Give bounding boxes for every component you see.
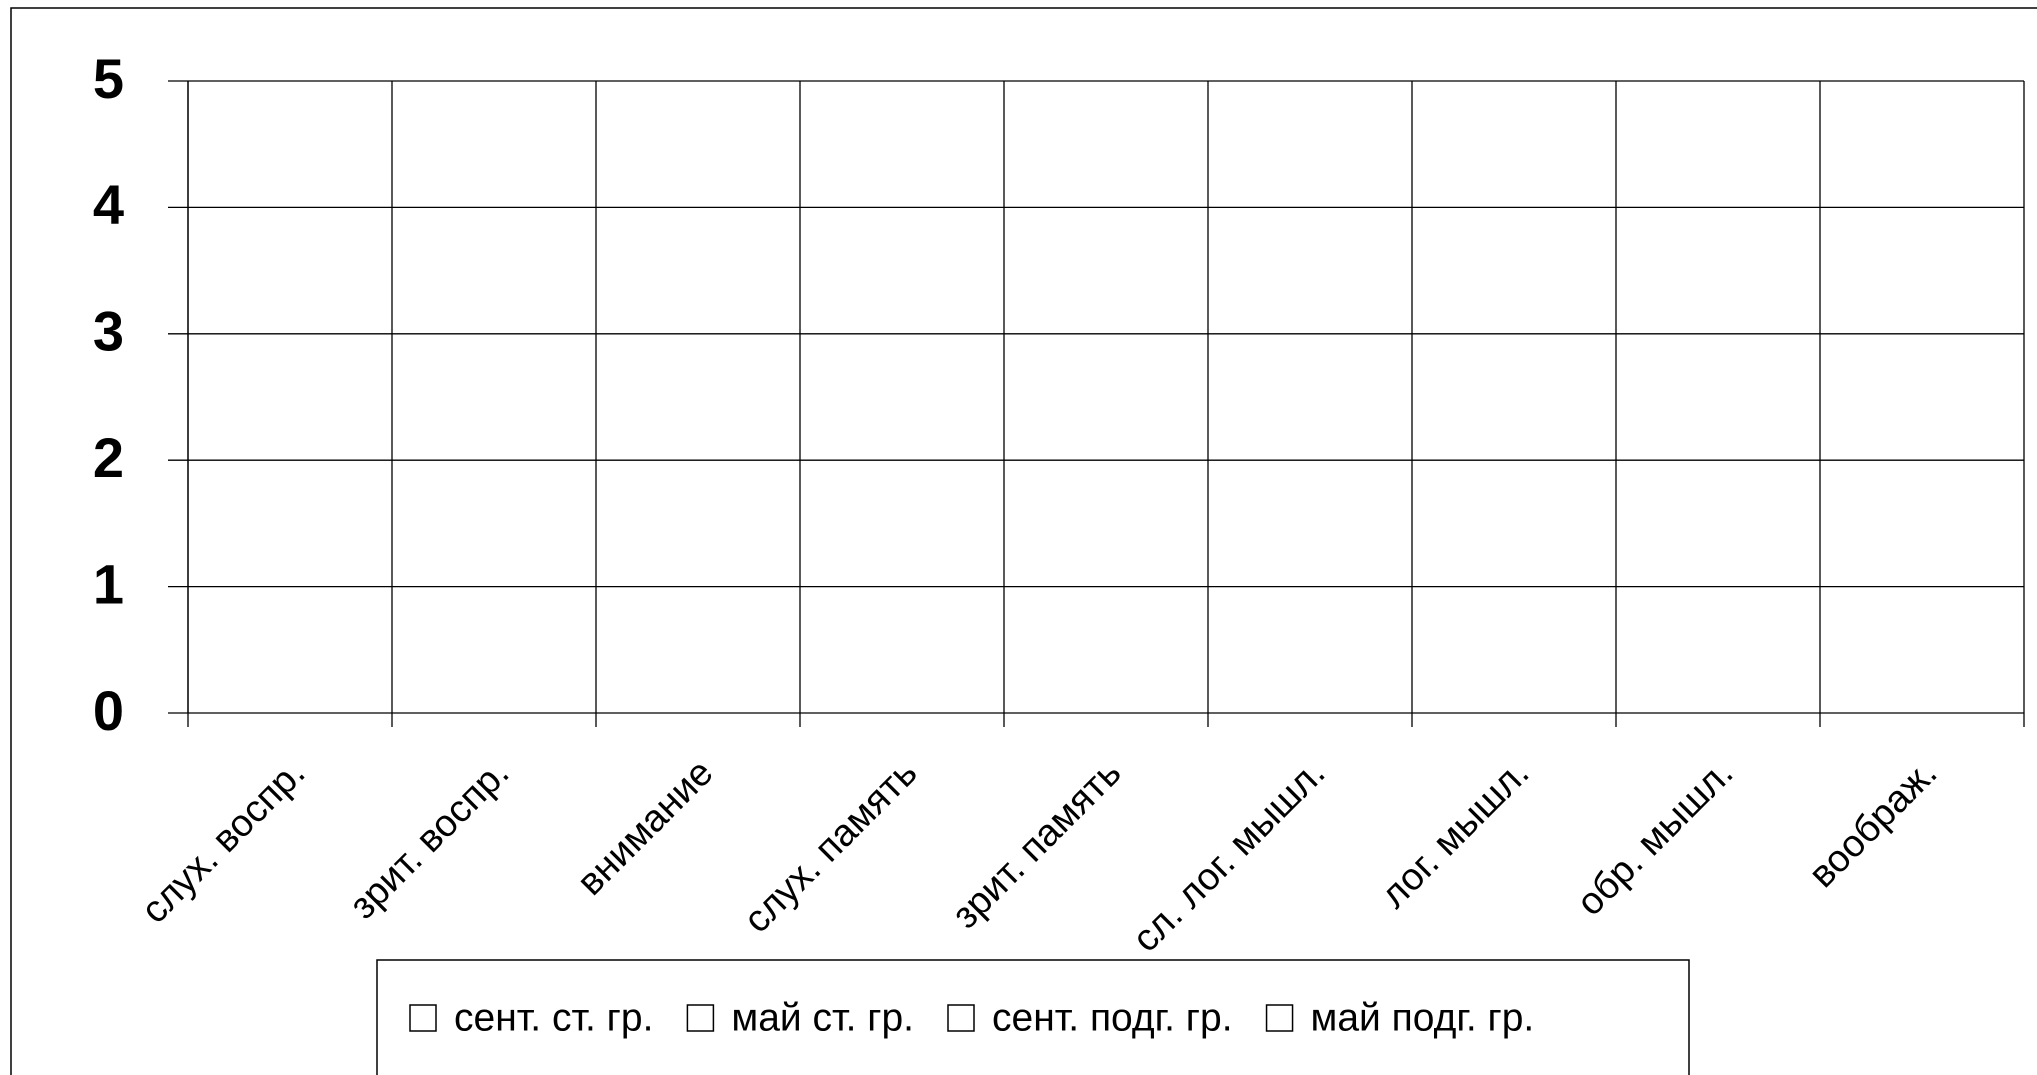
legend-swatch xyxy=(947,1004,975,1032)
legend-box xyxy=(376,959,1690,1075)
legend-label: май ст. гр. xyxy=(731,996,914,1039)
y-tick-label: 5 xyxy=(93,47,124,110)
legend-swatch xyxy=(686,1004,715,1032)
y-tick-label: 1 xyxy=(93,552,124,615)
legend-label: сент. ст. гр. xyxy=(454,996,653,1039)
legend-swatch xyxy=(409,1004,437,1032)
legend-label: сент. подг. гр. xyxy=(992,996,1233,1039)
y-tick-label: 2 xyxy=(93,426,124,489)
y-tick-label: 3 xyxy=(93,300,124,363)
legend-label: май подг. гр. xyxy=(1311,996,1535,1039)
y-tick-label: 0 xyxy=(93,679,124,742)
legend-swatch xyxy=(1265,1004,1294,1032)
chart-frame xyxy=(10,7,2037,1075)
y-tick-label: 4 xyxy=(93,173,124,236)
